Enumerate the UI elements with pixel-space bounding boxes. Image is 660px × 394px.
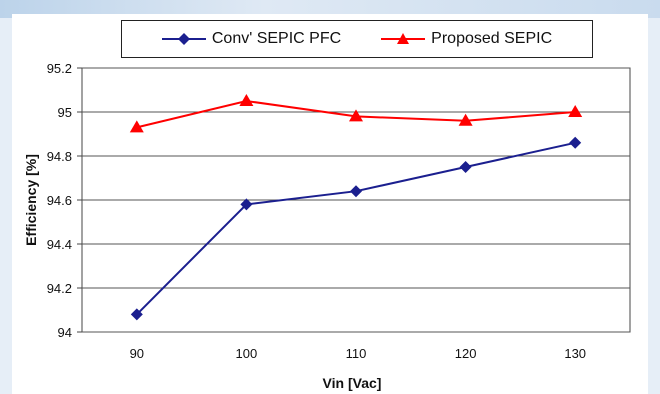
x-tick-label: 90 xyxy=(130,346,144,361)
data-point-0 xyxy=(350,185,362,198)
y-tick-label: 94 xyxy=(58,325,72,340)
data-point-0 xyxy=(240,198,253,211)
legend-swatch-conv-sepic xyxy=(161,33,206,45)
data-point-1 xyxy=(129,120,144,133)
x-tick-label: 120 xyxy=(455,346,477,361)
x-axis-label: Vin [Vac] xyxy=(323,375,382,391)
x-tick-label: 100 xyxy=(236,346,258,361)
legend-label-conv-sepic: Conv' SEPIC PFC xyxy=(211,30,342,47)
data-point-0 xyxy=(569,136,582,149)
y-tick-label: 94.4 xyxy=(47,237,72,252)
y-tick-label: 95.2 xyxy=(47,61,72,76)
legend-entry-proposed-sepic: Proposed SEPIC xyxy=(381,30,552,48)
chart-legend: Conv' SEPIC PFC Proposed SEPIC xyxy=(121,20,593,58)
legend-label-proposed-sepic: Proposed SEPIC xyxy=(431,30,553,47)
x-tick-label: 130 xyxy=(564,346,586,361)
data-point-1 xyxy=(239,94,254,106)
data-point-1 xyxy=(568,105,583,117)
data-point-0 xyxy=(459,161,472,173)
y-tick-label: 94.2 xyxy=(47,281,72,296)
legend-swatch-proposed-sepic xyxy=(381,33,426,44)
y-tick-label: 95 xyxy=(58,105,72,120)
legend-entry-conv-sepic: Conv' SEPIC PFC xyxy=(161,30,342,48)
y-tick-label: 94.8 xyxy=(47,149,72,164)
background-band xyxy=(0,0,660,18)
y-tick-label: 94.6 xyxy=(47,193,72,208)
y-axis-label: Efficiency [%] xyxy=(23,154,39,246)
data-point-0 xyxy=(130,308,143,321)
data-point-1 xyxy=(349,109,363,122)
data-point-1 xyxy=(458,113,473,126)
x-tick-label: 110 xyxy=(346,346,367,361)
